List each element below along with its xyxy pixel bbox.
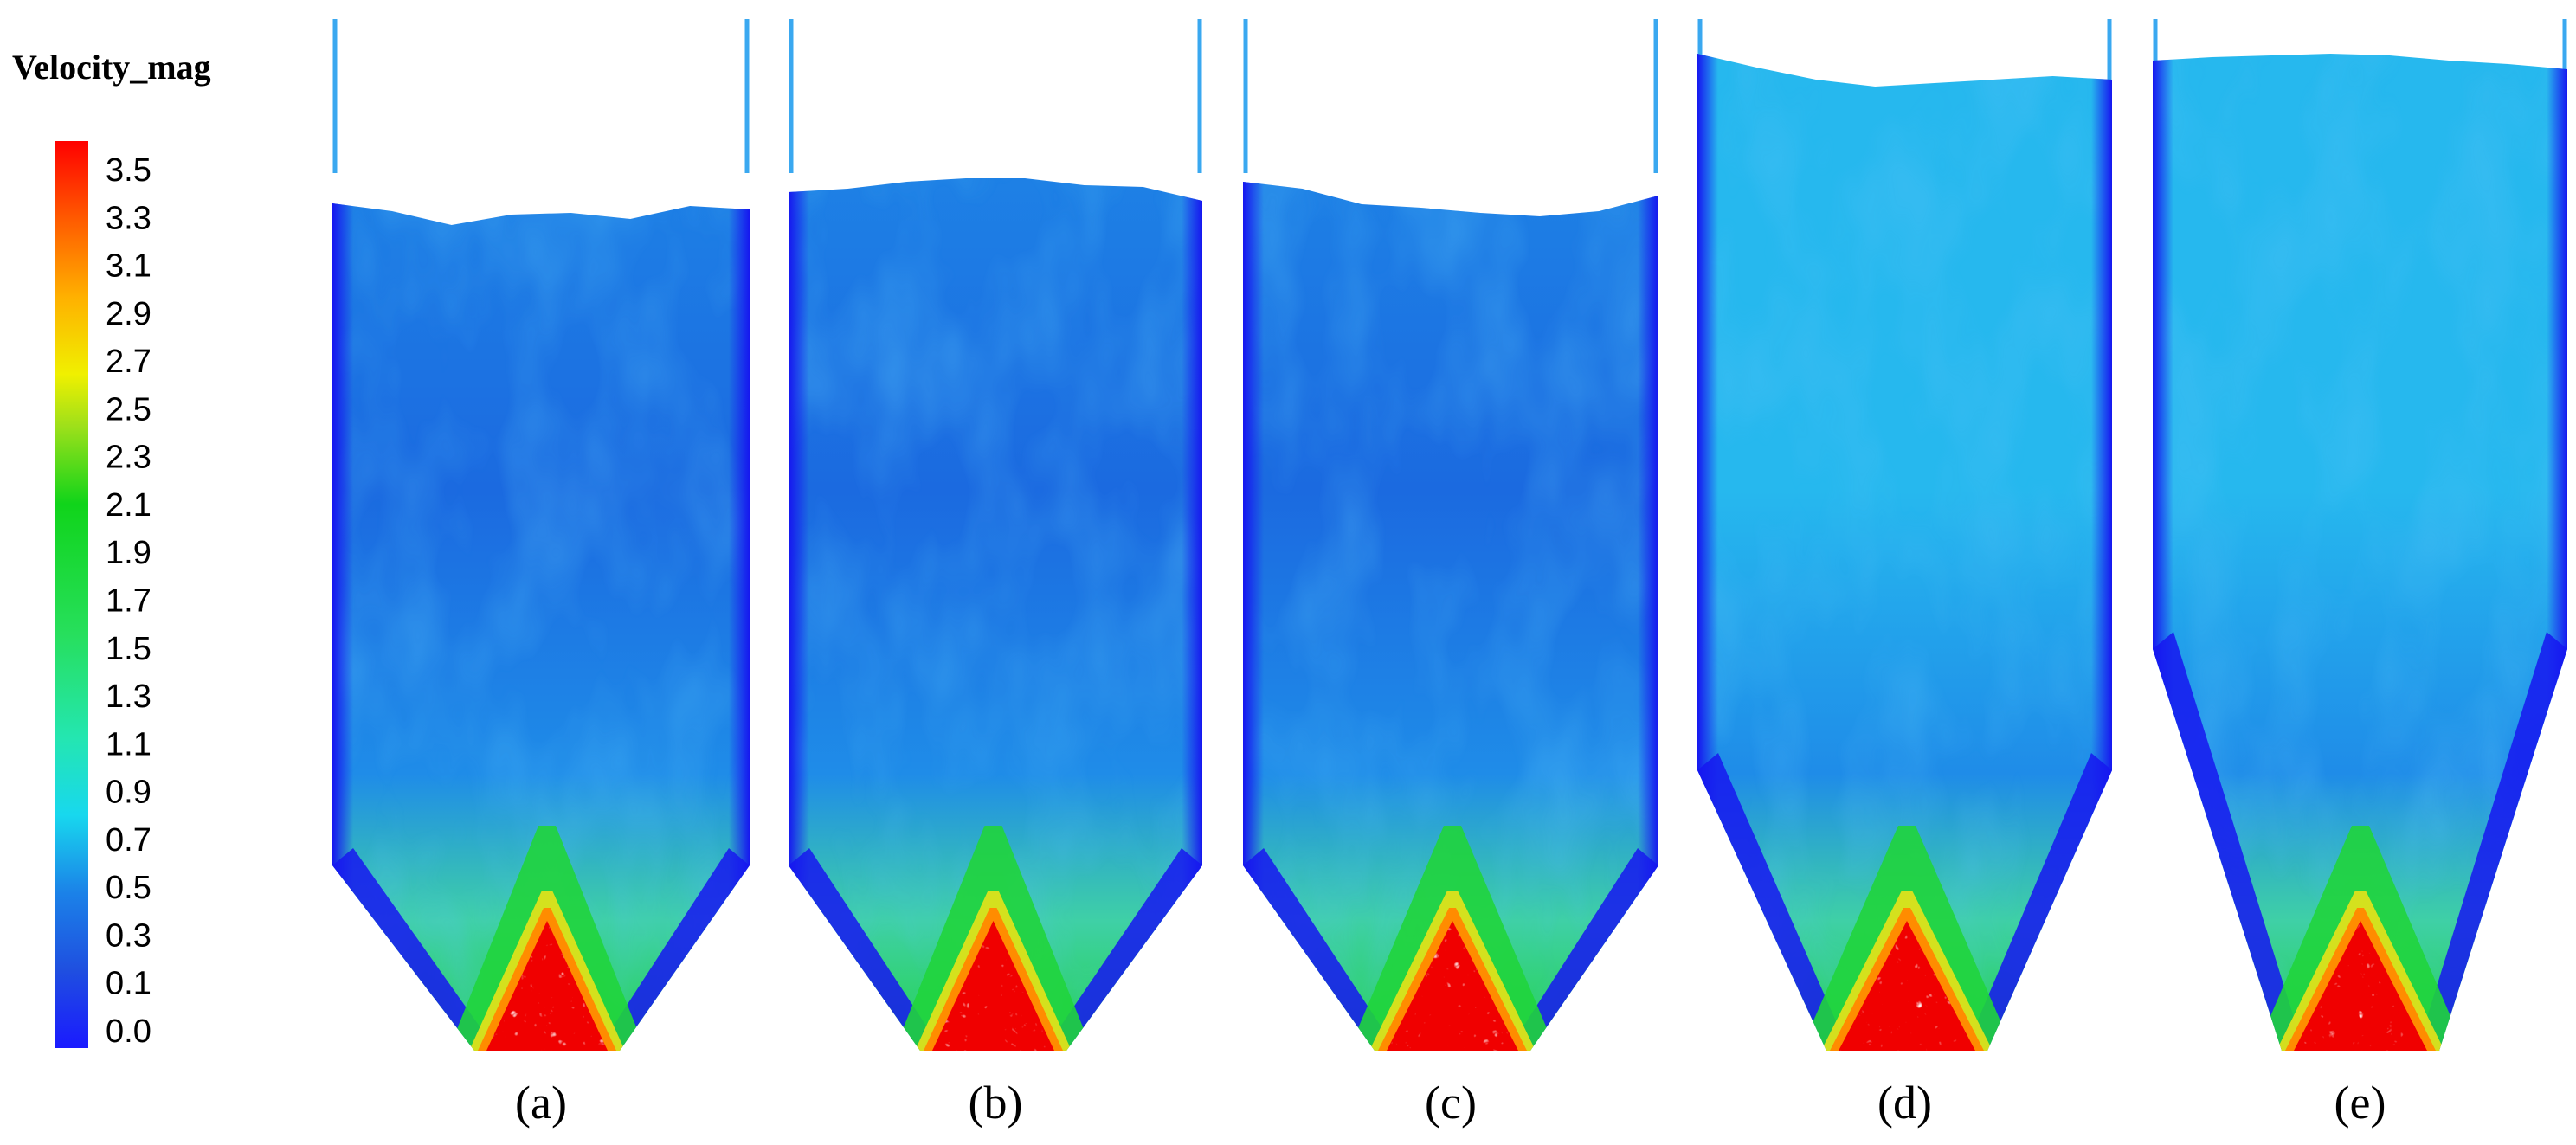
colorbar-tick-label: 2.5 xyxy=(106,391,151,428)
colorbar-tick-label: 0.0 xyxy=(106,1013,151,1050)
colorbar-tick-label: 0.9 xyxy=(106,775,151,811)
colorbar-tick-label: 1.3 xyxy=(106,679,151,715)
panel-label: (c) xyxy=(1425,1077,1477,1129)
colorbar-tick-label: 2.7 xyxy=(106,344,151,380)
colorbar-tick-label: 2.3 xyxy=(106,440,151,476)
panel-label: (d) xyxy=(1877,1077,1932,1129)
colorbar-tick-label: 1.9 xyxy=(106,535,151,571)
colorbar-gradient xyxy=(55,141,88,1048)
colorbar-tick-label: 3.1 xyxy=(106,248,151,285)
colorbar-legend: Velocity_mag 3.5 3.3 3.1 2.9 2.7 2.5 2.3 2.1 1.9… xyxy=(12,48,211,1050)
colorbar-tick-label: 0.7 xyxy=(106,822,151,859)
silo-panels: (a) (b) (c) (d) (e) xyxy=(332,19,2567,1129)
silo-panel: (c) xyxy=(1243,19,1658,1129)
colorbar-tick-label: 0.3 xyxy=(106,917,151,954)
colorbar-tick-label: 1.7 xyxy=(106,583,151,620)
colorbar-tick-label: 3.3 xyxy=(106,200,151,236)
velocity-field xyxy=(1697,54,2112,1051)
colorbar-tick-label: 0.1 xyxy=(106,966,151,1002)
panel-label: (b) xyxy=(969,1077,1023,1129)
silo-panel: (d) xyxy=(1697,19,2112,1129)
panel-label: (e) xyxy=(2334,1077,2386,1129)
velocity-field xyxy=(1243,182,1658,1051)
colorbar-tick-label: 0.5 xyxy=(106,870,151,906)
colorbar-tick-label: 1.1 xyxy=(106,726,151,762)
velocity-field xyxy=(789,178,1202,1051)
colorbar-tick-label: 2.9 xyxy=(106,296,151,332)
velocity-field xyxy=(2153,54,2567,1051)
panel-label: (a) xyxy=(515,1077,567,1129)
silo-panel: (a) xyxy=(332,19,750,1129)
silo-panel: (b) xyxy=(789,19,1202,1129)
colorbar-tick-label: 2.1 xyxy=(106,487,151,524)
colorbar-tick-label: 3.5 xyxy=(106,152,151,189)
silo-panel: (e) xyxy=(2153,19,2567,1129)
velocity-field xyxy=(332,203,750,1051)
colorbar-title: Velocity_mag xyxy=(12,48,211,87)
colorbar-tick-labels: 3.5 3.3 3.1 2.9 2.7 2.5 2.3 2.1 1.9 1.7 1.5 1.3 1.1 0… xyxy=(106,152,151,1050)
colorbar-tick-label: 1.5 xyxy=(106,631,151,667)
